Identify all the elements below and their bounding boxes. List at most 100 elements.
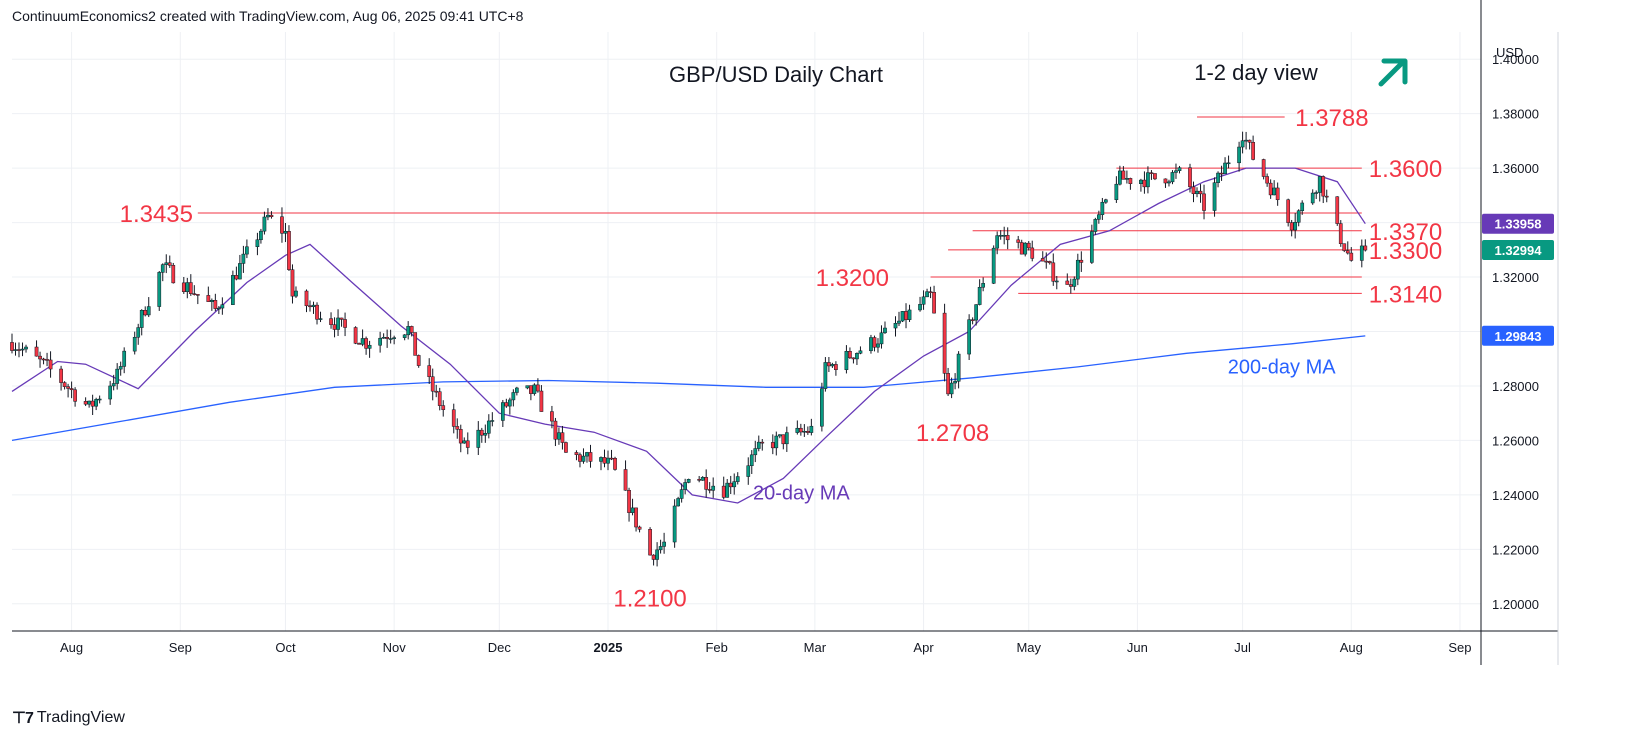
x-tick-label: Feb	[705, 640, 727, 655]
candle-body	[430, 376, 435, 392]
candle-body	[1212, 182, 1217, 211]
candle-body	[711, 485, 716, 491]
candle-body	[700, 477, 705, 481]
candle-body	[683, 482, 687, 490]
candle-body	[94, 399, 98, 407]
candle-body	[409, 326, 414, 333]
x-tick-label: Sep	[169, 640, 192, 655]
candle-body	[1047, 261, 1052, 264]
level-label: 1.3788	[1295, 105, 1368, 132]
candle-body	[1023, 242, 1028, 255]
candle-body	[602, 457, 607, 464]
candle-body	[907, 309, 912, 320]
candle-body	[146, 306, 151, 316]
candle-body	[679, 489, 684, 499]
candle-body	[206, 295, 211, 302]
candle-body	[87, 400, 91, 405]
brand-label: TradingView	[36, 709, 125, 726]
view-label: 1-2 day view	[1194, 60, 1318, 85]
x-tick-label: Sep	[1448, 640, 1471, 655]
price-badge-label: 1.32994	[1495, 243, 1543, 258]
candle-body	[486, 420, 491, 434]
x-tick-label: Aug	[1340, 640, 1363, 655]
candle-body	[770, 442, 775, 449]
candle-body	[858, 350, 863, 354]
candle-body	[1359, 245, 1364, 261]
price-badge	[1482, 213, 1554, 234]
candle-body	[188, 282, 193, 294]
candle-body	[167, 262, 172, 266]
candle-body	[981, 283, 986, 288]
candle-body	[557, 432, 561, 440]
y-tick-label: 1.32000	[1492, 270, 1539, 285]
candle-body	[529, 385, 533, 394]
y-tick-label: 1.36000	[1492, 161, 1539, 176]
candle-body	[1065, 280, 1070, 285]
candle-body	[406, 326, 411, 336]
candle-body	[1174, 170, 1178, 173]
candle-body	[637, 526, 642, 530]
candle-body	[746, 465, 751, 477]
candle-body	[458, 429, 463, 444]
candle-body	[318, 318, 323, 320]
candle-body	[1296, 210, 1301, 223]
tradingview-brand[interactable]: ⊤7 TradingView	[12, 708, 125, 728]
candle-body	[928, 291, 933, 293]
candle-body	[588, 452, 593, 462]
y-tick-label: 1.40000	[1492, 52, 1539, 67]
candle-body	[707, 489, 712, 491]
candle-body	[1079, 259, 1084, 263]
candle-body	[483, 433, 488, 436]
candle-body	[1349, 252, 1354, 261]
level-label: 1.3300	[1369, 238, 1442, 265]
candle-body	[1019, 242, 1024, 255]
candle-body	[234, 275, 239, 280]
candle-body	[648, 529, 652, 556]
candle-body	[269, 214, 274, 217]
candle-body	[1363, 245, 1368, 251]
x-tick-label: Jun	[1127, 640, 1148, 655]
candle-body	[160, 264, 165, 273]
candle-body	[1044, 260, 1049, 263]
candle-body	[1054, 280, 1059, 283]
candle-body	[532, 384, 537, 394]
candle-body	[662, 541, 666, 547]
candle-body	[1191, 186, 1196, 195]
candle-body	[308, 305, 312, 308]
candle-body	[66, 386, 70, 389]
candle-body	[511, 392, 516, 401]
candle-body	[1251, 142, 1255, 160]
candle-body	[676, 498, 680, 507]
candle-body	[315, 304, 319, 320]
candle-body	[1216, 172, 1220, 183]
candle-body	[784, 432, 789, 445]
candle-body	[651, 554, 656, 560]
candle-body	[97, 398, 102, 401]
candle-body	[574, 452, 579, 455]
attribution-text: ContinuumEconomics2 created with Trading…	[12, 8, 524, 24]
candle-body	[1128, 178, 1133, 184]
candle-body	[1244, 139, 1248, 142]
x-tick-label: Jul	[1234, 640, 1251, 655]
candle-body	[749, 454, 754, 466]
candle-body	[217, 307, 221, 310]
candle-body	[1093, 219, 1098, 232]
candle-body	[921, 296, 926, 305]
y-tick-label: 1.22000	[1492, 542, 1539, 557]
candle-body	[378, 337, 382, 346]
candle-body	[581, 455, 586, 462]
candle-body	[1005, 235, 1010, 241]
candle-body	[185, 282, 190, 292]
candle-body	[897, 320, 901, 324]
candle-body	[402, 334, 407, 338]
candle-body	[1163, 178, 1168, 184]
candle-body	[721, 485, 726, 498]
candle-body	[1195, 190, 1199, 195]
candle-body	[869, 337, 873, 352]
candle-body	[735, 476, 740, 482]
candle-body	[1286, 199, 1291, 223]
candle-body	[195, 294, 200, 296]
candle-body	[1265, 176, 1269, 184]
candle-body	[122, 350, 127, 367]
